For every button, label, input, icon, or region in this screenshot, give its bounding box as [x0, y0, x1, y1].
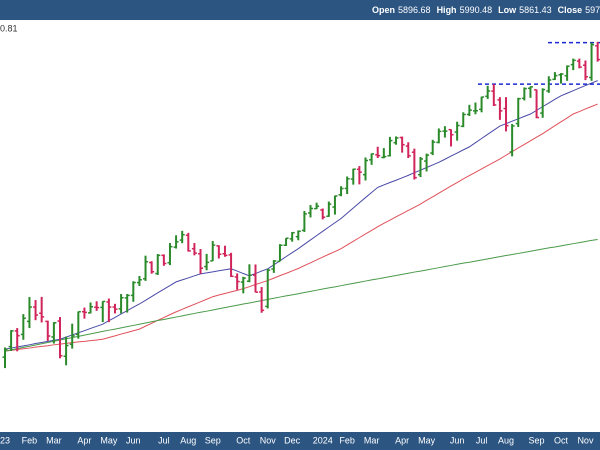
x-tick-label: Apr — [395, 435, 409, 445]
x-tick-label: Jul — [476, 435, 488, 445]
x-tick-label: Jul — [158, 435, 170, 445]
x-tick-label: May — [100, 435, 118, 445]
x-tick-label: Sep — [529, 435, 545, 445]
header-label: Low — [498, 5, 517, 15]
x-tick-label: Mar — [46, 435, 62, 445]
x-tick-label: Aug — [498, 435, 514, 445]
header-value: 5861.43 — [519, 5, 552, 15]
x-tick-label: 2024 — [313, 435, 333, 445]
header-label: High — [437, 5, 457, 15]
moving-average-line — [4, 103, 598, 352]
plot-area — [2, 41, 600, 369]
x-tick-label: Oct — [554, 435, 569, 445]
moving-average-line — [4, 238, 598, 352]
x-tick-label: Aug — [180, 435, 196, 445]
x-tick-label: Nov — [577, 435, 594, 445]
x-tick-label: Dec — [284, 435, 301, 445]
x-tick-label: Mar — [364, 435, 380, 445]
x-tick-label: Oct — [236, 435, 251, 445]
header-value: 5990.48 — [460, 5, 493, 15]
corner-text: 0.81 — [0, 23, 18, 33]
header-bar — [0, 0, 600, 20]
x-tick-label: Jun — [450, 435, 465, 445]
header-value: 5896.68 — [398, 5, 431, 15]
x-tick-label: 23 — [0, 435, 10, 445]
header-label: Close — [558, 5, 583, 15]
ohlc-header: Open 5896.68 High 5990.48 Low 5861.43 Close 597… — [372, 5, 600, 15]
x-tick-label: Feb — [22, 435, 38, 445]
moving-average-line — [4, 80, 598, 350]
x-tick-label: Apr — [77, 435, 91, 445]
x-tick-label: Jun — [126, 435, 141, 445]
x-tick-label: Feb — [339, 435, 355, 445]
header-label: Open — [372, 5, 395, 15]
x-tick-label: Nov — [260, 435, 277, 445]
x-tick-label: May — [418, 435, 436, 445]
x-axis-bar — [0, 432, 600, 450]
x-tick-label: Sep — [205, 435, 221, 445]
